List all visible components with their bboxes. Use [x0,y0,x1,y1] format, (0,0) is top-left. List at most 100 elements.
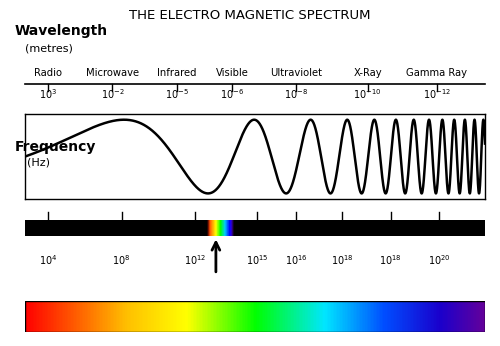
Bar [192,301,194,332]
Bar [426,301,428,332]
Bar [256,301,258,332]
Text: X-Ray: X-Ray [354,69,382,79]
Bar [439,301,441,332]
Bar [290,301,292,332]
Bar [212,220,213,237]
Bar [326,301,328,332]
Bar [225,220,226,237]
Bar [212,220,213,237]
Text: $10^{-5}$: $10^{-5}$ [165,87,189,101]
Bar [125,301,127,332]
Bar [291,301,293,332]
Bar [462,301,464,332]
Bar [56,301,58,332]
Bar [234,301,236,332]
Bar [365,301,367,332]
Bar [58,301,59,332]
Bar [298,301,300,332]
Bar [414,301,416,332]
Bar [74,301,76,332]
Bar [252,301,254,332]
Bar [170,301,172,332]
Text: $10^{20}$: $10^{20}$ [428,253,450,267]
Bar [464,301,466,332]
Bar [174,301,176,332]
Bar [408,301,410,332]
Bar [124,301,126,332]
Bar [222,220,224,237]
Bar [230,301,232,332]
Bar [331,301,333,332]
Bar [218,301,220,332]
Bar [229,220,230,237]
Bar [476,301,478,332]
Bar [210,220,212,237]
Bar [219,301,221,332]
Bar [484,301,486,332]
Bar [282,301,284,332]
Bar [271,301,273,332]
Text: $10^{-2}$: $10^{-2}$ [100,87,124,101]
Bar [233,220,234,237]
Bar [220,301,222,332]
Bar [352,301,354,332]
Bar [431,301,433,332]
Bar [51,301,53,332]
Bar [202,301,204,332]
Bar [232,301,234,332]
Bar [411,301,413,332]
Bar [140,301,142,332]
Bar [85,301,87,332]
Bar [213,220,214,237]
Bar [112,301,114,332]
Text: $10^{16}$: $10^{16}$ [285,253,308,267]
Bar [159,301,161,332]
Bar [350,301,352,332]
Bar [386,301,388,332]
Bar [211,220,212,237]
Bar [171,301,173,332]
Bar [225,220,226,237]
Text: $10^{18}$: $10^{18}$ [380,253,402,267]
Bar [324,301,326,332]
Bar [460,301,462,332]
Bar [239,301,241,332]
Bar [231,301,233,332]
Bar [48,301,50,332]
Bar [240,301,242,332]
Bar [406,301,408,332]
Bar [42,301,44,332]
Bar [227,220,228,237]
Text: $10^3$: $10^3$ [39,87,57,101]
Bar [485,301,487,332]
Text: $10^{12}$: $10^{12}$ [184,253,206,267]
Bar [218,220,219,237]
Bar [166,301,168,332]
Bar [214,220,215,237]
Bar [128,301,130,332]
Bar [348,301,350,332]
Bar [100,301,102,332]
Bar [118,301,120,332]
Bar [306,301,308,332]
Bar [219,220,220,237]
Bar [154,301,156,332]
Bar [230,220,231,237]
Bar [98,301,100,332]
Bar [188,301,190,332]
Bar [28,301,30,332]
Bar [351,301,353,332]
Bar [362,301,364,332]
Bar [179,301,181,332]
Bar [260,301,262,332]
Bar [320,301,322,332]
Bar [292,301,294,332]
Bar [379,301,381,332]
Bar [345,301,347,332]
Bar [339,301,341,332]
Text: $10^8$: $10^8$ [112,253,131,267]
Bar [436,301,438,332]
Bar [234,220,235,237]
Bar [40,301,42,332]
Bar [32,301,34,332]
